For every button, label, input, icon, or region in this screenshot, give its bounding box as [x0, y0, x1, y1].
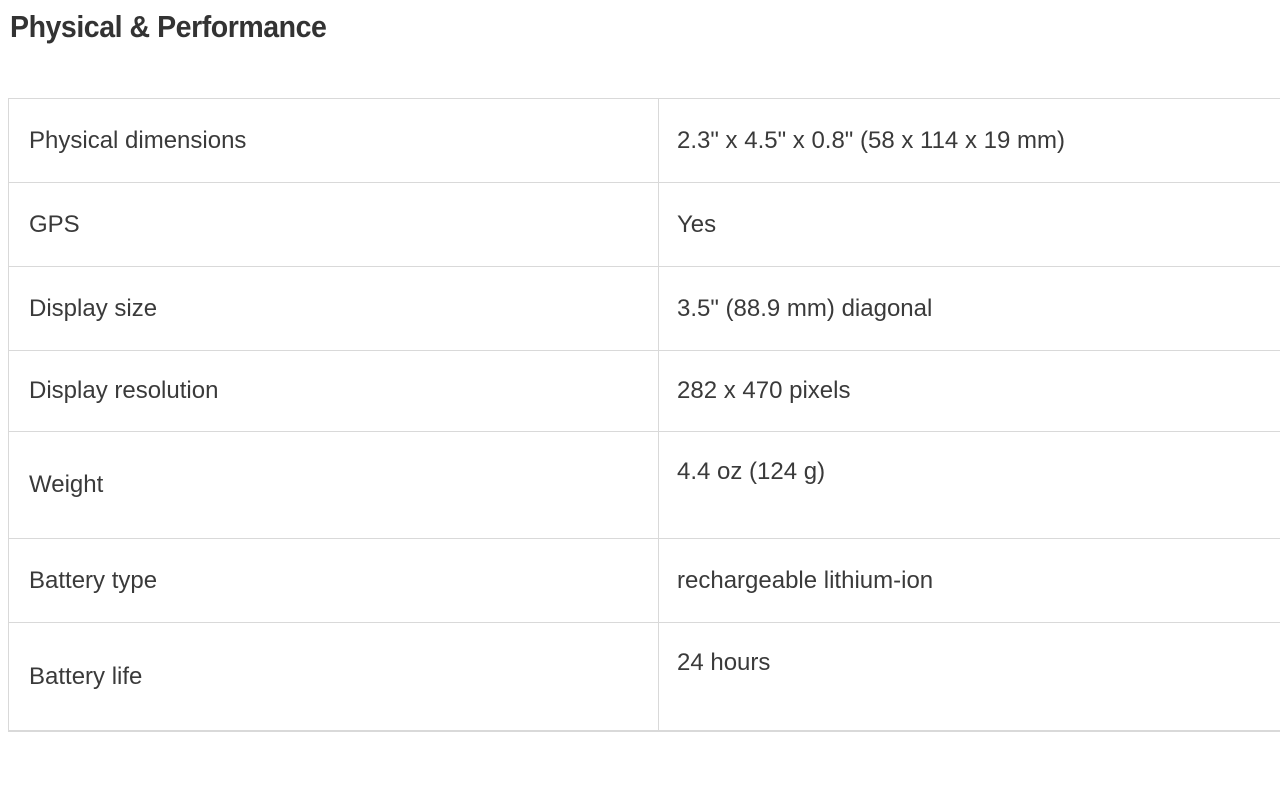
- spec-value: 2.3" x 4.5" x 0.8" (58 x 114 x 19 mm): [677, 126, 1065, 154]
- spec-label-cell: GPS: [9, 183, 658, 266]
- spec-label: Weight: [29, 471, 104, 498]
- spec-value: 24 hours: [677, 649, 771, 676]
- spec-label-cell: Physical dimensions: [9, 99, 658, 182]
- spec-label: GPS: [29, 210, 80, 238]
- spec-table: Physical dimensions 2.3" x 4.5" x 0.8" (…: [8, 98, 1280, 732]
- spec-value-cell: 3.5" (88.9 mm) diagonal: [658, 267, 1280, 350]
- spec-label: Display resolution: [29, 377, 219, 404]
- spec-label-cell: Display size: [9, 267, 658, 350]
- spec-label-cell: Battery life: [9, 623, 658, 730]
- spec-label: Display size: [29, 294, 158, 322]
- spec-label-cell: Display resolution: [9, 351, 658, 431]
- spec-value-cell: rechargeable lithium-ion: [658, 539, 1280, 622]
- table-row: GPS Yes: [9, 183, 1280, 267]
- table-row: Display resolution 282 x 470 pixels: [9, 351, 1280, 432]
- spec-value: Yes: [677, 210, 717, 238]
- spec-label-cell: Weight: [9, 432, 658, 538]
- spec-value: rechargeable lithium-ion: [677, 566, 934, 594]
- spec-value: 3.5" (88.9 mm) diagonal: [677, 294, 933, 322]
- table-row: Battery life 24 hours: [9, 623, 1280, 730]
- table-row: Weight 4.4 oz (124 g): [9, 432, 1280, 539]
- spec-value-cell: 4.4 oz (124 g): [658, 432, 1280, 538]
- spec-label-cell: Battery type: [9, 539, 658, 622]
- table-row: Display size 3.5" (88.9 mm) diagonal: [9, 267, 1280, 351]
- spec-label: Battery life: [29, 662, 143, 690]
- page-title: Physical & Performance: [10, 9, 327, 44]
- spec-value-cell: Yes: [658, 183, 1280, 266]
- spec-label: Battery type: [29, 566, 158, 594]
- spec-value-cell: 24 hours: [658, 623, 1280, 730]
- table-row: Battery type rechargeable lithium-ion: [9, 539, 1280, 623]
- table-row: Physical dimensions 2.3" x 4.5" x 0.8" (…: [9, 99, 1280, 183]
- spec-value: 282 x 470 pixels: [677, 377, 851, 404]
- spec-value-cell: 282 x 470 pixels: [658, 351, 1280, 431]
- spec-label: Physical dimensions: [29, 126, 247, 154]
- spec-value: 4.4 oz (124 g): [677, 458, 826, 485]
- spec-value-cell: 2.3" x 4.5" x 0.8" (58 x 114 x 19 mm): [658, 99, 1280, 182]
